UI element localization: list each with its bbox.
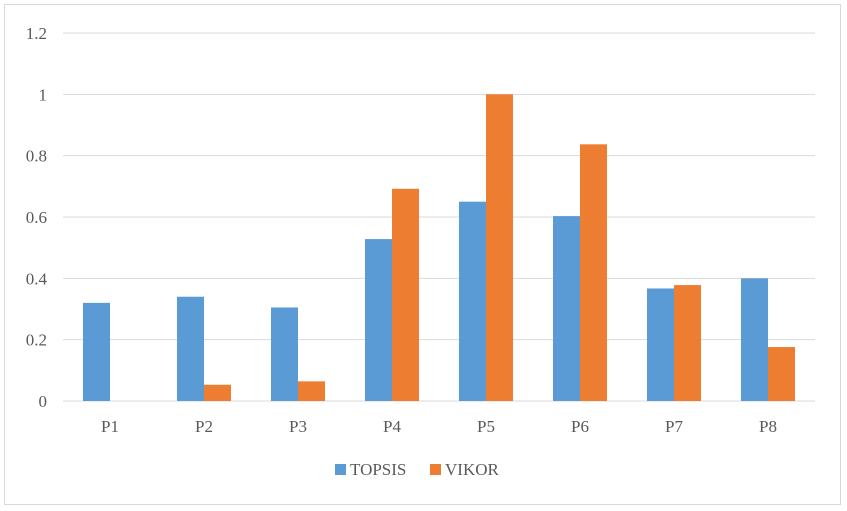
x-axis-ticks: P1 P2 P3 P4 P5 P6 P7 P8: [101, 417, 777, 436]
x-tick-label: P2: [195, 417, 213, 436]
legend-label-topsis: TOPSIS: [350, 460, 406, 479]
y-axis-ticks: 0 0.2 0.4 0.6 0.8 1 1.2: [26, 24, 48, 411]
chart-area: 0 0.2 0.4 0.6 0.8 1 1.2 P1 P2 P3 P4 P5 P6 P7 P8 TOPSI…: [4, 4, 841, 505]
x-tick-label: P6: [571, 417, 589, 436]
x-tick-label: P1: [101, 417, 119, 436]
gridlines: [63, 32, 815, 402]
y-tick-label: 0.8: [26, 147, 47, 166]
bar-topsis-p3: [271, 307, 298, 401]
bar-chart: 0 0.2 0.4 0.6 0.8 1 1.2 P1 P2 P3 P4 P5 P6 P7 P8 TOPSI…: [26, 24, 815, 479]
bar-vikor-p5: [486, 94, 513, 401]
bar-vikor-p4: [392, 188, 419, 401]
y-tick-label: 0.4: [26, 269, 48, 288]
y-tick-label: 0: [39, 392, 48, 411]
bar-vikor-p6: [580, 144, 607, 401]
legend-label-vikor: VIKOR: [445, 460, 499, 479]
bars: [83, 94, 795, 401]
x-tick-label: P7: [665, 417, 683, 436]
bar-vikor-p8: [768, 347, 795, 401]
legend-swatch-topsis: [335, 464, 346, 475]
bar-vikor-p2: [204, 384, 231, 401]
legend: TOPSIS VIKOR: [335, 460, 499, 479]
x-tick-label: P5: [477, 417, 495, 436]
bar-topsis-p5: [459, 201, 486, 401]
bar-vikor-p3: [298, 381, 325, 401]
y-tick-label: 0.2: [26, 331, 47, 350]
bar-topsis-p1: [83, 302, 110, 401]
bar-vikor-p7: [674, 285, 701, 401]
bar-topsis-p7: [647, 288, 674, 401]
y-tick-label: 0.6: [26, 208, 47, 227]
legend-swatch-vikor: [430, 464, 441, 475]
bar-topsis-p6: [553, 216, 580, 401]
bar-topsis-p4: [365, 239, 392, 401]
x-tick-label: P8: [759, 417, 777, 436]
x-tick-label: P4: [383, 417, 401, 436]
x-tick-label: P3: [289, 417, 307, 436]
bar-topsis-p2: [177, 296, 204, 401]
y-tick-label: 1.2: [26, 24, 47, 43]
y-tick-label: 1: [39, 85, 48, 104]
bar-topsis-p8: [741, 278, 768, 401]
